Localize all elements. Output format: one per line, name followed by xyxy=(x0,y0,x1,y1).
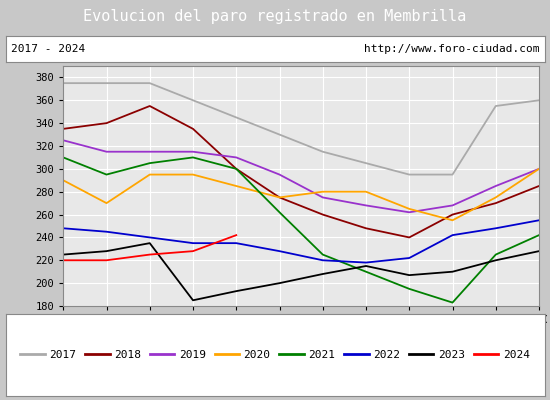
Text: http://www.foro-ciudad.com: http://www.foro-ciudad.com xyxy=(364,44,539,54)
Text: 2017 - 2024: 2017 - 2024 xyxy=(11,44,85,54)
Legend: 2017, 2018, 2019, 2020, 2021, 2022, 2023, 2024: 2017, 2018, 2019, 2020, 2021, 2022, 2023… xyxy=(16,346,534,364)
Text: Evolucion del paro registrado en Membrilla: Evolucion del paro registrado en Membril… xyxy=(84,10,466,24)
